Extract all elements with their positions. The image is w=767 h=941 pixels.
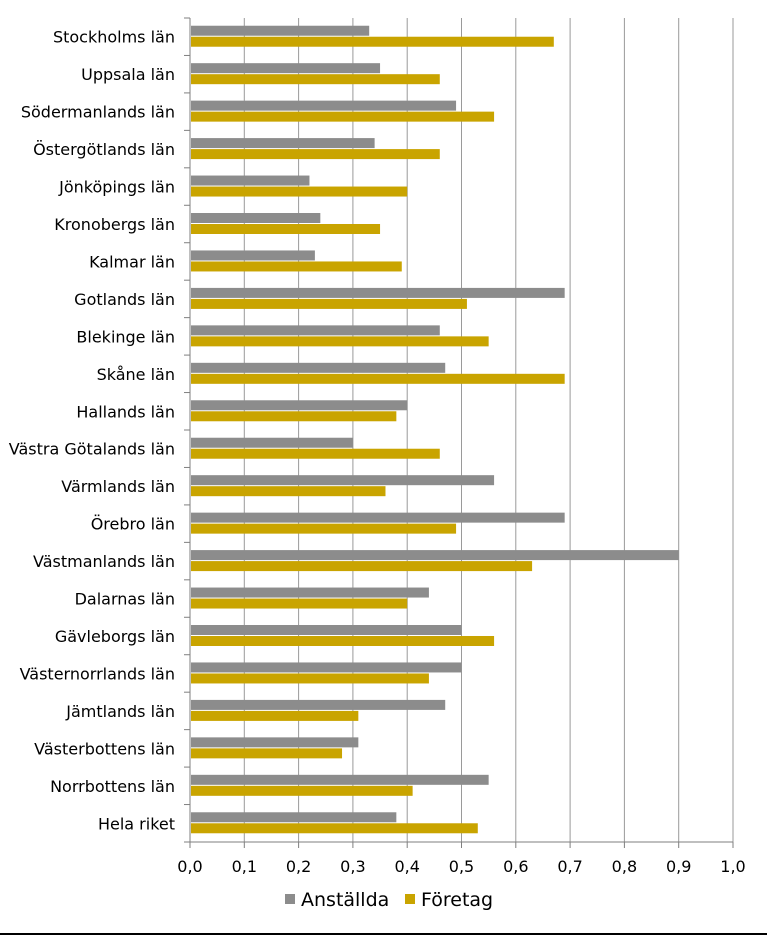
bar-0: [191, 625, 462, 635]
legend-label: Anställda: [301, 889, 389, 911]
bar-1: [191, 448, 440, 459]
bar-0: [191, 662, 462, 673]
legend-swatch: [285, 894, 295, 904]
category-label: Skåne län: [97, 365, 175, 384]
bar-1: [191, 74, 440, 85]
bar-0: [191, 213, 321, 223]
category-label: Södermanlands län: [21, 103, 175, 122]
bar-1: [191, 486, 386, 497]
bar-0: [191, 512, 565, 523]
bar-0: [191, 287, 565, 298]
bar-0: [191, 25, 370, 36]
bar-1: [191, 149, 440, 160]
x-tick-label: 0,7: [557, 857, 582, 876]
category-label: Uppsala län: [81, 65, 175, 84]
bar-0: [191, 138, 375, 149]
bar-1: [191, 823, 478, 834]
category-label: Värmlands län: [61, 477, 175, 496]
bar-1: [191, 411, 397, 422]
bar-1: [191, 261, 402, 272]
bar-0: [191, 400, 408, 411]
x-tick-label: 0,8: [612, 857, 637, 876]
bar-1: [191, 673, 429, 684]
bar-0: [191, 325, 440, 336]
bar-1: [191, 224, 381, 234]
x-tick-label: 0,1: [232, 857, 257, 876]
category-label: Stockholms län: [53, 28, 175, 47]
bar-1: [191, 636, 495, 646]
bar-0: [191, 737, 359, 748]
bar-1: [191, 298, 467, 309]
bar-1: [191, 748, 343, 759]
category-label: Kalmar län: [89, 252, 175, 271]
x-tick-label: 0,4: [394, 857, 419, 876]
bar-0: [191, 550, 679, 561]
bar-1: [191, 523, 457, 534]
category-label: Örebro län: [91, 515, 175, 534]
bar-0: [191, 175, 310, 186]
category-label: Västerbottens län: [34, 739, 175, 758]
bar-1: [191, 785, 413, 796]
category-label: Jämtlands län: [65, 702, 175, 721]
bar-0: [191, 63, 381, 74]
bar-0: [191, 587, 429, 598]
x-tick-label: 0,9: [666, 857, 691, 876]
category-label: Gävleborgs län: [55, 627, 175, 646]
category-label: Hallands län: [76, 402, 175, 421]
category-label: Kronobergs län: [54, 215, 175, 234]
category-label: Östergötlands län: [33, 140, 175, 159]
bar-1: [191, 598, 408, 609]
legend-label: Företag: [421, 889, 493, 911]
bar-0: [191, 812, 397, 823]
bar-1: [191, 373, 565, 384]
bar-1: [191, 561, 533, 572]
category-label: Västra Götalands län: [9, 440, 175, 459]
category-label: Gotlands län: [74, 290, 175, 309]
category-label: Västmanlands län: [33, 552, 175, 571]
x-tick-label: 0,6: [503, 857, 528, 876]
legend-swatch: [405, 894, 415, 904]
bar-0: [191, 250, 315, 261]
bar-1: [191, 186, 408, 197]
bar-0: [191, 475, 495, 486]
category-label: Blekinge län: [76, 327, 175, 346]
x-tick-label: 0,3: [340, 857, 365, 876]
x-tick-label: 0,5: [449, 857, 474, 876]
category-label: Norrbottens län: [50, 777, 175, 796]
bar-1: [191, 710, 359, 721]
category-label: Jönköpings län: [58, 178, 175, 197]
bar-1: [191, 111, 495, 122]
x-tick-label: 1,0: [720, 857, 745, 876]
x-tick-label: 0,2: [286, 857, 311, 876]
bar-1: [191, 336, 489, 347]
bar-0: [191, 699, 446, 710]
bar-0: [191, 100, 457, 111]
bar-1: [191, 36, 554, 47]
category-label: Dalarnas län: [75, 590, 175, 609]
bar-0: [191, 362, 446, 373]
x-tick-label: 0,0: [177, 857, 202, 876]
category-label: Västernorrlands län: [20, 664, 175, 683]
bar-0: [191, 774, 489, 785]
bar-0: [191, 437, 353, 448]
category-label: Hela riket: [98, 814, 175, 833]
bottom-divider: [0, 933, 767, 935]
